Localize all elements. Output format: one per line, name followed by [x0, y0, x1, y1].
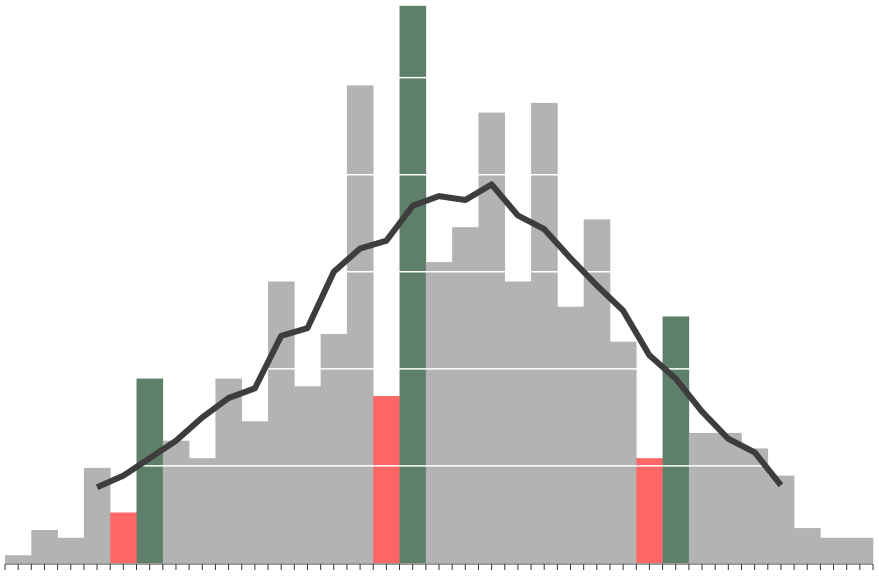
bar	[346, 85, 374, 564]
bar	[425, 262, 453, 563]
bar	[662, 316, 690, 563]
bar	[57, 537, 85, 563]
bar	[189, 458, 216, 563]
bar	[715, 432, 742, 563]
bar	[688, 432, 716, 563]
bar	[452, 227, 479, 564]
bar	[846, 537, 874, 563]
bar	[636, 458, 663, 563]
bar	[583, 219, 611, 563]
bar	[110, 512, 137, 563]
bar	[478, 112, 506, 563]
bar	[373, 396, 400, 563]
bar	[504, 281, 532, 563]
bar	[31, 529, 58, 563]
bar	[320, 333, 348, 563]
bar	[136, 378, 164, 563]
bar	[268, 281, 295, 563]
bar	[557, 306, 584, 563]
bar	[294, 386, 321, 563]
trend-line	[95, 181, 784, 491]
bar	[162, 440, 190, 563]
bar	[820, 537, 847, 563]
bar	[241, 421, 269, 563]
bar	[767, 475, 795, 563]
bar	[5, 555, 32, 563]
bar	[399, 5, 427, 563]
bar	[609, 341, 637, 563]
bar	[215, 378, 243, 563]
bar	[531, 102, 558, 564]
bar	[794, 528, 821, 563]
